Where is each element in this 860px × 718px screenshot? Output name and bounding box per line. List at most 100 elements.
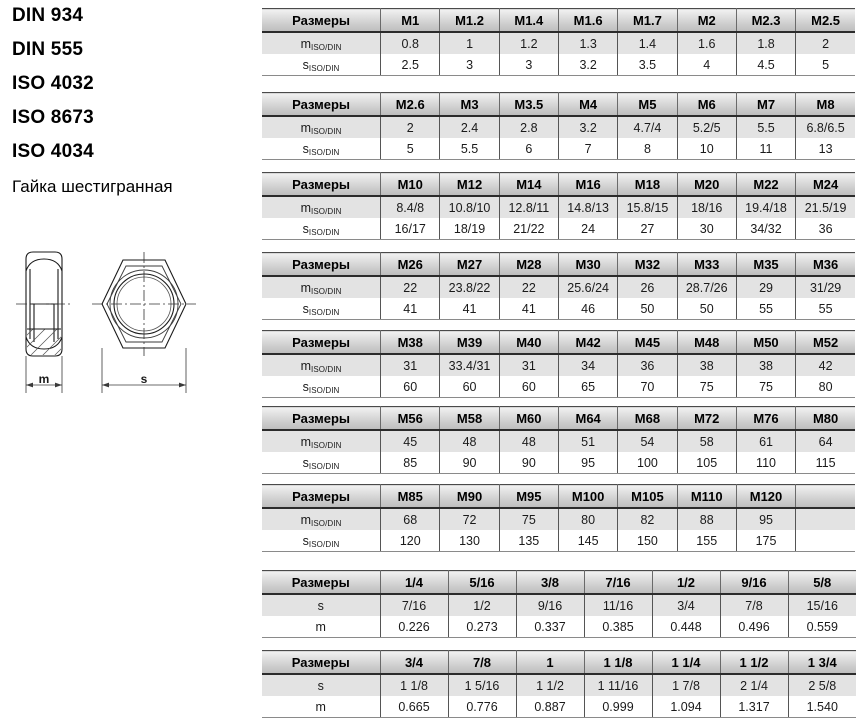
row-label: sISO/DIN xyxy=(262,376,381,398)
spec-table: Размеры M1 M1.2 M1.4 M1.6 M1.7 M2 M2.3 M2.5 mISO/… xyxy=(262,8,855,76)
data-cell: 19.4/18 xyxy=(735,195,796,218)
data-cell: 9/16 xyxy=(719,570,788,594)
data-cell: 80 xyxy=(557,507,618,530)
table-row-s: sISO/DIN 60 60 60 65 70 75 75 80 xyxy=(262,376,855,398)
table-header-row: Размеры M26 M27 M28 M30 M32 M33 M35 M36 xyxy=(262,252,855,276)
hex-nut-drawing: m s xyxy=(4,238,204,413)
table-row-m: m 0.226 0.273 0.337 0.385 0.448 0.496 0.559 xyxy=(262,616,856,638)
row-label: Размеры xyxy=(262,570,380,594)
data-cell: M10 xyxy=(380,172,440,196)
data-cell: 1 1/8 xyxy=(583,650,652,674)
data-cell: 1 7/8 xyxy=(651,673,720,696)
data-cell: 8.4/8 xyxy=(380,195,440,218)
spec-table-grid: Размеры M26 M27 M28 M30 M32 M33 M35 M36 mISO/DIN 2… xyxy=(262,252,855,320)
table-row-s: sISO/DIN 120 130 135 145 150 155 175 xyxy=(262,530,855,552)
data-cell: 28.7/26 xyxy=(676,275,737,298)
data-cell: 82 xyxy=(617,507,678,530)
data-cell: 3.5 xyxy=(617,54,678,76)
data-cell: 0.337 xyxy=(515,616,584,638)
row-label: mISO/DIN xyxy=(262,507,381,530)
data-cell: M80 xyxy=(795,406,855,430)
data-cell: M40 xyxy=(498,330,559,354)
data-cell: 38 xyxy=(735,353,796,376)
empty-cell xyxy=(795,507,855,530)
data-cell: 1 1/2 xyxy=(719,650,788,674)
data-cell: 4.7/4 xyxy=(617,115,678,138)
data-cell: 7/8 xyxy=(719,593,788,616)
data-cell: 41 xyxy=(498,298,559,320)
data-cell: M1.7 xyxy=(617,8,678,32)
data-cell: 61 xyxy=(735,429,796,452)
data-cell: M60 xyxy=(498,406,559,430)
data-cell: M2.3 xyxy=(735,8,796,32)
data-cell: 1/2 xyxy=(651,570,720,594)
data-cell: 1 xyxy=(439,31,500,54)
table-header-row: Размеры M1 M1.2 M1.4 M1.6 M1.7 M2 M2.3 M2.5 xyxy=(262,8,855,32)
data-cell: 75 xyxy=(498,507,559,530)
data-cell: 1.3 xyxy=(557,31,618,54)
data-cell: 65 xyxy=(557,376,618,398)
table-row-s: s 7/16 1/2 9/16 11/16 3/4 7/8 15/16 xyxy=(262,593,856,616)
data-cell: M12 xyxy=(439,172,500,196)
spec-table: Размеры M2.6 M3 M3.5 M4 M5 M6 M7 M8 mISO/DIN 2 2.4 2… xyxy=(262,92,855,160)
data-cell: M90 xyxy=(439,484,500,508)
spec-table-grid: Размеры M1 M1.2 M1.4 M1.6 M1.7 M2 M2.3 M2.5 mISO/… xyxy=(262,8,855,76)
row-label: mISO/DIN xyxy=(262,275,381,298)
data-cell: 25.6/24 xyxy=(557,275,618,298)
data-cell: 7/8 xyxy=(447,650,516,674)
row-label: Размеры xyxy=(262,172,381,196)
data-cell: M32 xyxy=(617,252,678,276)
left-panel: DIN 934 DIN 555 ISO 4032 ISO 8673 ISO 40… xyxy=(0,0,258,716)
data-cell: 33.4/31 xyxy=(439,353,500,376)
data-cell: 70 xyxy=(617,376,678,398)
table-header-row: Размеры 1/4 5/16 3/8 7/16 1/2 9/16 5/8 xyxy=(262,570,856,594)
data-cell: 130 xyxy=(439,530,500,552)
data-cell: 1/2 xyxy=(447,593,516,616)
data-cell: M95 xyxy=(498,484,559,508)
data-cell: 145 xyxy=(557,530,618,552)
data-cell: 7 xyxy=(557,138,618,160)
data-cell: 3 xyxy=(498,54,559,76)
data-cell: 5/16 xyxy=(447,570,516,594)
data-cell: 2 xyxy=(795,31,855,54)
row-label: sISO/DIN xyxy=(262,218,381,240)
row-label: m xyxy=(262,616,380,638)
data-cell: M68 xyxy=(617,406,678,430)
data-cell: 90 xyxy=(439,452,500,474)
data-cell: 1.6 xyxy=(676,31,737,54)
data-cell: M1.4 xyxy=(498,8,559,32)
row-label: mISO/DIN xyxy=(262,195,381,218)
dim-label-s: s xyxy=(141,372,148,386)
data-cell: M45 xyxy=(617,330,678,354)
data-cell: 1.4 xyxy=(617,31,678,54)
data-cell: 100 xyxy=(617,452,678,474)
data-cell: 105 xyxy=(676,452,737,474)
row-label: sISO/DIN xyxy=(262,54,381,76)
data-cell: 29 xyxy=(735,275,796,298)
table-header-row: Размеры M85 M90 M95 M100 M105 M110 M120 xyxy=(262,484,855,508)
data-cell: M72 xyxy=(676,406,737,430)
data-cell: 5.2/5 xyxy=(676,115,737,138)
data-cell: 60 xyxy=(439,376,500,398)
data-cell: 2.4 xyxy=(439,115,500,138)
data-cell: 46 xyxy=(557,298,618,320)
data-cell: M110 xyxy=(676,484,737,508)
data-cell: 50 xyxy=(617,298,678,320)
data-cell: M2.6 xyxy=(380,92,440,116)
row-label: sISO/DIN xyxy=(262,138,381,160)
data-cell: 21.5/19 xyxy=(795,195,855,218)
data-cell: M7 xyxy=(735,92,796,116)
data-cell: 22 xyxy=(380,275,440,298)
row-label: s xyxy=(262,593,380,616)
table-row-m: mISO/DIN 8.4/8 10.8/10 12.8/11 14.8/13 15.8/1… xyxy=(262,195,855,218)
table-row-m: mISO/DIN 0.8 1 1.2 1.3 1.4 1.6 1.8 2 xyxy=(262,31,855,54)
data-cell: 85 xyxy=(380,452,440,474)
data-cell: 2.8 xyxy=(498,115,559,138)
row-label: Размеры xyxy=(262,92,381,116)
data-cell: 1.540 xyxy=(787,696,856,718)
data-cell: M1.2 xyxy=(439,8,500,32)
data-cell: 1 1/4 xyxy=(651,650,720,674)
data-cell: 1.094 xyxy=(651,696,720,718)
data-cell: M24 xyxy=(795,172,855,196)
data-cell: 3.2 xyxy=(557,115,618,138)
